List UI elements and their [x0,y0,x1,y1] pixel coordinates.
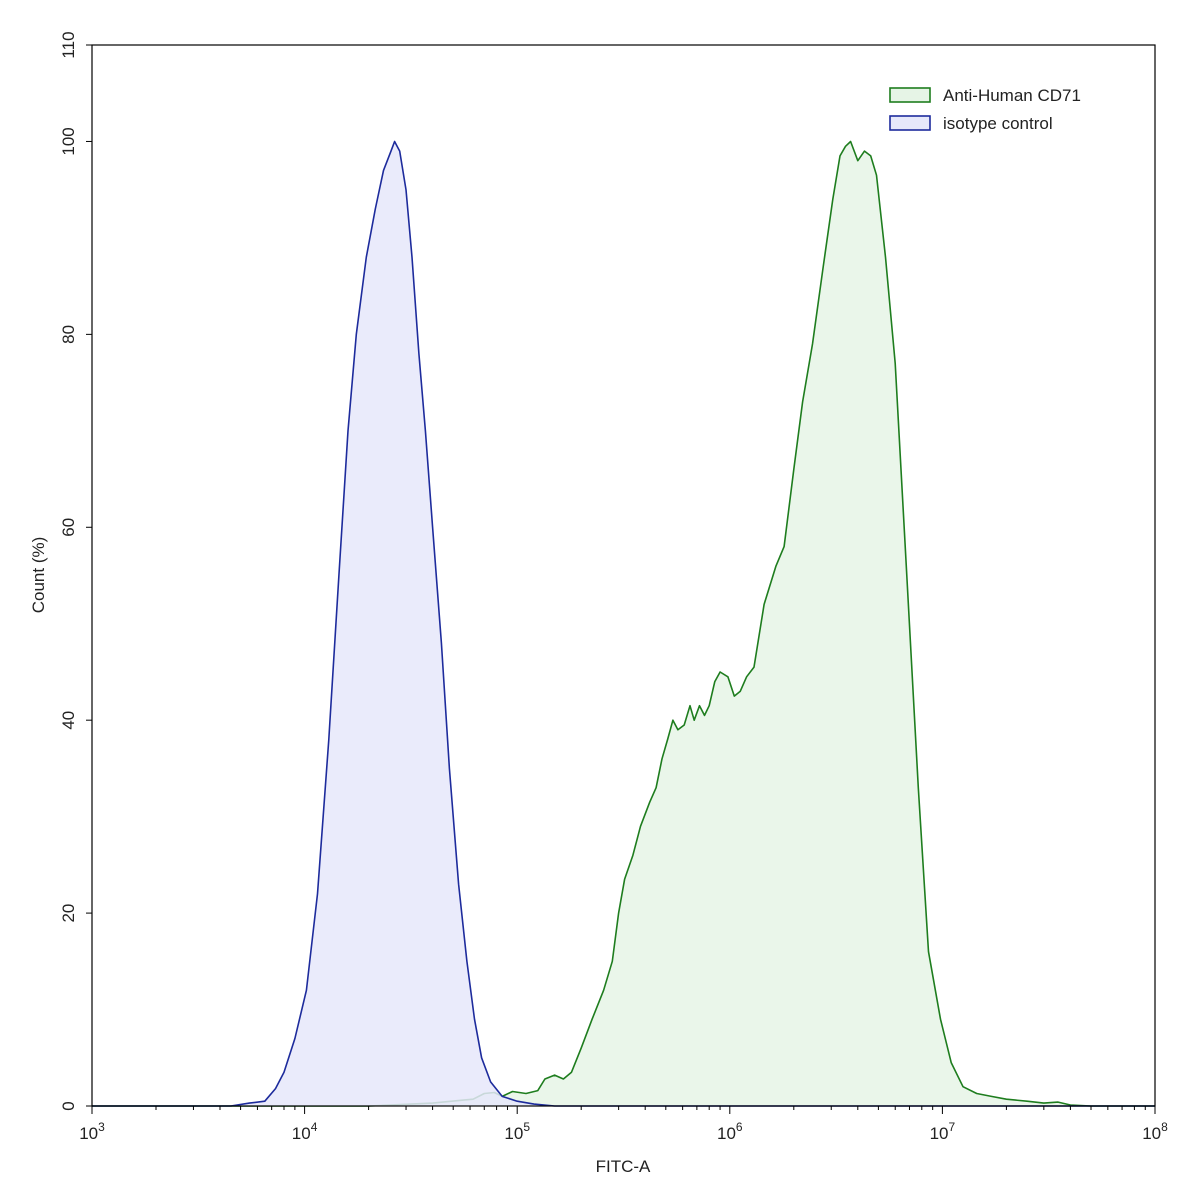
legend-label: Anti-Human CD71 [943,86,1081,105]
y-tick-label: 110 [59,31,78,58]
x-axis-title: FITC-A [596,1157,651,1176]
legend-swatch [889,87,931,103]
y-axis: 0 20 40 60 80 100 110 [59,31,92,1111]
plot-frame [91,44,1156,1107]
x-tick-label: 105 [504,1120,530,1143]
x-tick-label: 104 [292,1120,318,1143]
x-tick-label: 103 [79,1120,105,1143]
legend-label: isotype control [943,114,1053,133]
series-line-1 [92,140,1155,1107]
series-fill-1 [92,141,1155,1106]
y-tick-label: 100 [59,127,78,155]
legend-swatch [889,115,931,131]
y-tick-label: 40 [59,711,78,730]
series-fill-0 [92,141,1155,1106]
y-tick-label: 0 [59,1101,78,1110]
y-tick-label: 20 [59,904,78,923]
x-tick-label: 106 [717,1120,743,1143]
legend: Anti-Human CD71 isotype control [889,86,1081,133]
x-tick-label: 107 [930,1120,956,1143]
x-tick-label: 108 [1142,1120,1168,1143]
series-layer [92,140,1155,1107]
y-tick-label: 80 [59,325,78,344]
series-line-0 [92,140,1155,1107]
y-tick-label: 60 [59,518,78,537]
y-axis-title: Count (%) [29,537,48,614]
x-axis: 103 104 105 106 107 108 [79,1106,1168,1143]
